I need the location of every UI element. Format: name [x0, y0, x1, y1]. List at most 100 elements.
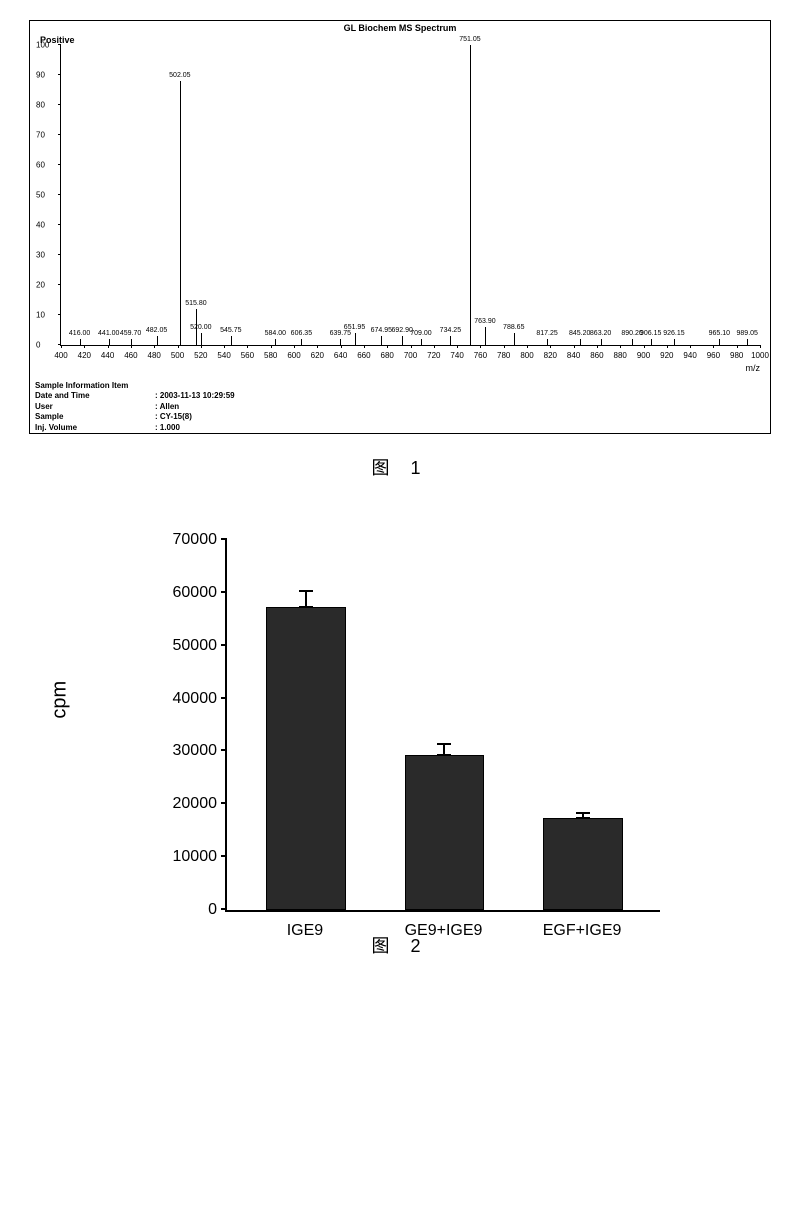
bar-ytick-label: 10000: [157, 848, 217, 866]
bar-xtick-label: EGF+IGE9: [543, 922, 622, 940]
ms-peak-label: 989.05: [737, 330, 758, 337]
ms-xtick-label: 440: [101, 351, 114, 360]
bar-chart: cpm 010000200003000040000500006000070000…: [140, 540, 660, 912]
ms-xtick-label: 880: [614, 351, 627, 360]
ms-xtick-label: 900: [637, 351, 650, 360]
ms-xtick-label: 920: [660, 351, 673, 360]
ms-peak-label: 751.05: [459, 36, 480, 43]
ms-peak: [131, 339, 132, 345]
ms-ytick-label: 50: [36, 191, 45, 200]
ms-xtick-label: 580: [264, 351, 277, 360]
ms-sample-info: Sample Information ItemDate and Time: 20…: [30, 381, 770, 433]
ms-xtick-label: 660: [357, 351, 370, 360]
ms-xtick-label: 720: [427, 351, 440, 360]
ms-peak: [109, 339, 110, 345]
bar-xtick-label: IGE9: [287, 922, 323, 940]
ms-peak-label: 763.90: [474, 318, 495, 325]
ms-peak-label: 709.00: [410, 330, 431, 337]
figure1-label: 图 1: [20, 454, 780, 480]
ms-peak-label: 965.10: [709, 330, 730, 337]
ms-peak: [651, 339, 652, 345]
ms-ytick-label: 70: [36, 131, 45, 140]
ms-ytick-label: 10: [36, 311, 45, 320]
ms-peak-label: 515.80: [185, 300, 206, 307]
ms-ytick-label: 40: [36, 221, 45, 230]
ms-xtick-label: 480: [148, 351, 161, 360]
ms-peak: [470, 45, 471, 345]
ms-peak: [514, 333, 515, 345]
ms-peak-label: 863.20: [590, 330, 611, 337]
ms-xtick-label: 940: [683, 351, 696, 360]
ms-peak-label: 482.05: [146, 327, 167, 334]
ms-xtick-label: 960: [707, 351, 720, 360]
ms-peak-label: 584.00: [265, 330, 286, 337]
ms-xlabel: m/z: [746, 363, 761, 373]
ms-xtick-label: 520: [194, 351, 207, 360]
ms-xtick-label: 420: [78, 351, 91, 360]
ms-xtick-label: 620: [311, 351, 324, 360]
bar: [266, 607, 346, 910]
ms-xtick-label: 1000: [751, 351, 769, 360]
figure-1: GL Biochem MS Spectrum Positive m/z 0102…: [20, 20, 780, 480]
ms-peak-label: 545.75: [220, 327, 241, 334]
ms-xtick-label: 980: [730, 351, 743, 360]
ms-peak-label: 674.95: [371, 327, 392, 334]
ms-ytick-label: 20: [36, 281, 45, 290]
ms-xtick-label: 760: [474, 351, 487, 360]
ms-ytick-label: 30: [36, 251, 45, 260]
ms-xtick-label: 560: [241, 351, 254, 360]
ms-peak-label: 502.05: [169, 72, 190, 79]
ms-peak: [601, 339, 602, 345]
ms-xtick-label: 640: [334, 351, 347, 360]
bar-ytick-label: 30000: [157, 742, 217, 760]
bar-ytick-label: 20000: [157, 795, 217, 813]
ms-xtick-label: 860: [590, 351, 603, 360]
bar-ytick-label: 40000: [157, 690, 217, 708]
ms-xtick-label: 600: [287, 351, 300, 360]
ms-peak: [580, 339, 581, 345]
figure2-label: 图 2: [20, 932, 780, 958]
ms-peak-label: 926.15: [663, 330, 684, 337]
bar-plot-area: 010000200003000040000500006000070000IGE9…: [225, 540, 660, 912]
ms-peak: [340, 339, 341, 345]
ms-peak: [402, 336, 403, 345]
ms-xtick-label: 840: [567, 351, 580, 360]
ms-xtick-label: 800: [520, 351, 533, 360]
ms-xtick-label: 700: [404, 351, 417, 360]
ms-peak: [180, 81, 181, 345]
ms-peak: [355, 333, 356, 345]
bar-ytick-label: 0: [157, 901, 217, 919]
ms-peak-label: 520.00: [190, 324, 211, 331]
bar-ytick-label: 50000: [157, 637, 217, 655]
ms-info-row: Sample: CY-15(8): [35, 412, 770, 422]
ms-peak: [80, 339, 81, 345]
ms-ytick-label: 0: [36, 341, 40, 350]
ms-xtick-label: 400: [54, 351, 67, 360]
ms-peak: [201, 333, 202, 345]
bar: [405, 755, 485, 910]
ms-peak-label: 906.15: [640, 330, 661, 337]
ms-peak: [719, 339, 720, 345]
ms-peak-label: 817.25: [536, 330, 557, 337]
bar-ylabel: cpm: [49, 681, 72, 719]
ms-peak-label: 606.35: [291, 330, 312, 337]
ms-peak-label: 734.25: [440, 327, 461, 334]
bar: [543, 818, 623, 910]
bar-ytick-label: 70000: [157, 531, 217, 549]
ms-ytick-label: 80: [36, 101, 45, 110]
ms-peak: [632, 339, 633, 345]
ms-peak-label: 788.65: [503, 324, 524, 331]
figure-2: cpm 010000200003000040000500006000070000…: [20, 540, 780, 958]
ms-header: GL Biochem MS Spectrum: [30, 21, 770, 35]
ms-peak: [275, 339, 276, 345]
ms-chart: GL Biochem MS Spectrum Positive m/z 0102…: [29, 20, 771, 434]
ms-ytick-label: 60: [36, 161, 45, 170]
ms-peak-label: 651.95: [344, 324, 365, 331]
bar-xtick-label: GE9+IGE9: [405, 922, 483, 940]
ms-ytick-label: 100: [36, 41, 49, 50]
ms-peak-label: 639.75: [330, 330, 351, 337]
ms-peak: [421, 339, 422, 345]
ms-info-row: Date and Time: 2003-11-13 10:29:59: [35, 391, 770, 401]
ms-peak: [381, 336, 382, 345]
ms-xtick-label: 820: [544, 351, 557, 360]
